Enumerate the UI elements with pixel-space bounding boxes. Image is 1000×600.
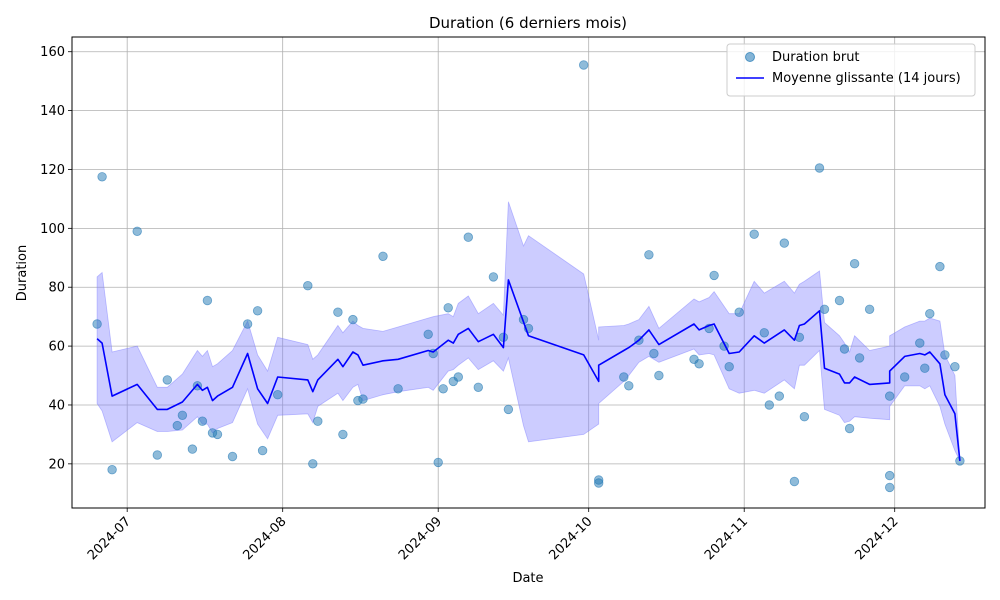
data-point — [844, 423, 855, 434]
data-point — [854, 353, 865, 363]
data-point — [885, 470, 895, 481]
y-tick-label: 80 — [48, 281, 65, 296]
data-point — [759, 328, 770, 338]
data-point — [925, 309, 935, 319]
data-point — [935, 261, 945, 272]
data-point — [864, 304, 875, 315]
data-point — [619, 372, 629, 382]
data-point — [799, 412, 810, 422]
legend: Duration brut Moyenne glissante (14 jour… — [726, 43, 976, 97]
data-point — [488, 272, 499, 282]
data-point — [172, 420, 183, 431]
data-point — [950, 362, 960, 372]
data-point — [313, 416, 323, 426]
data-point — [624, 381, 634, 391]
x-axis-label: Date — [512, 571, 543, 586]
legend-box — [726, 43, 976, 97]
y-tick-label: 140 — [40, 104, 65, 119]
data-point — [885, 391, 895, 401]
data-point — [900, 372, 910, 382]
y-tick-label: 20 — [48, 457, 65, 472]
data-point — [764, 400, 775, 410]
legend-label-line: Moyenne glissante (14 jours) — [772, 71, 961, 86]
data-point — [724, 362, 734, 372]
data-point — [227, 451, 238, 462]
y-axis-label: Duration — [15, 245, 30, 301]
data-point — [940, 350, 950, 360]
data-point — [654, 370, 664, 381]
data-point — [257, 445, 268, 456]
data-point — [644, 250, 654, 260]
data-point — [152, 450, 163, 460]
data-point — [915, 338, 925, 348]
data-point — [273, 390, 283, 400]
data-point — [649, 348, 659, 359]
data-point — [443, 303, 453, 313]
data-point — [162, 375, 173, 385]
y-tick-label: 40 — [48, 398, 65, 413]
data-point — [709, 270, 719, 281]
data-point — [920, 363, 930, 373]
data-point — [242, 319, 253, 329]
scatter-points — [92, 60, 965, 493]
data-point — [503, 404, 514, 415]
data-point — [749, 229, 759, 239]
data-point — [694, 359, 704, 369]
data-point — [885, 482, 895, 493]
grid — [72, 37, 985, 508]
data-point — [97, 172, 107, 182]
legend-label-scatter: Duration brut — [772, 50, 860, 65]
data-point — [338, 429, 348, 440]
data-point — [333, 307, 343, 317]
data-point — [348, 314, 358, 325]
data-point — [453, 372, 464, 382]
data-point — [177, 410, 188, 421]
data-point — [107, 465, 117, 475]
data-point — [579, 60, 589, 70]
axes-background — [72, 37, 985, 508]
data-point — [92, 319, 102, 329]
axes-frame — [71, 36, 986, 509]
data-point — [839, 344, 850, 354]
data-point — [814, 163, 825, 173]
data-point — [463, 232, 474, 242]
data-point — [252, 306, 263, 316]
data-point — [423, 329, 433, 340]
y-axis-ticks: 20 40 60 80 100 120 140 160 — [40, 45, 72, 472]
data-point — [358, 394, 368, 404]
data-point — [202, 295, 213, 306]
data-point — [849, 259, 860, 269]
data-point — [187, 444, 198, 454]
y-tick-label: 160 — [40, 45, 65, 60]
data-point — [308, 459, 318, 469]
legend-marker-scatter — [745, 52, 755, 62]
data-point — [734, 307, 744, 317]
data-point — [378, 251, 388, 261]
data-point — [197, 416, 208, 426]
y-tick-label: 120 — [40, 163, 65, 178]
data-point — [212, 429, 223, 440]
plot-area: 2024-07 2024-08 2024-09 2024-10 2024-11 2024-… — [40, 36, 986, 563]
data-point — [819, 304, 830, 315]
data-point — [473, 382, 484, 393]
data-point — [132, 226, 142, 237]
y-tick-label: 100 — [40, 222, 65, 237]
rolling-average-line — [96, 279, 961, 461]
y-tick-label: 60 — [48, 340, 65, 355]
data-point — [779, 238, 790, 248]
chart-title: Duration (6 derniers mois) — [429, 14, 627, 32]
data-point — [303, 281, 313, 291]
data-point — [594, 478, 604, 488]
data-point — [774, 391, 785, 401]
data-point — [393, 384, 403, 394]
data-point — [433, 457, 443, 468]
data-point — [834, 295, 845, 306]
data-point — [789, 476, 800, 487]
data-point — [438, 384, 448, 394]
